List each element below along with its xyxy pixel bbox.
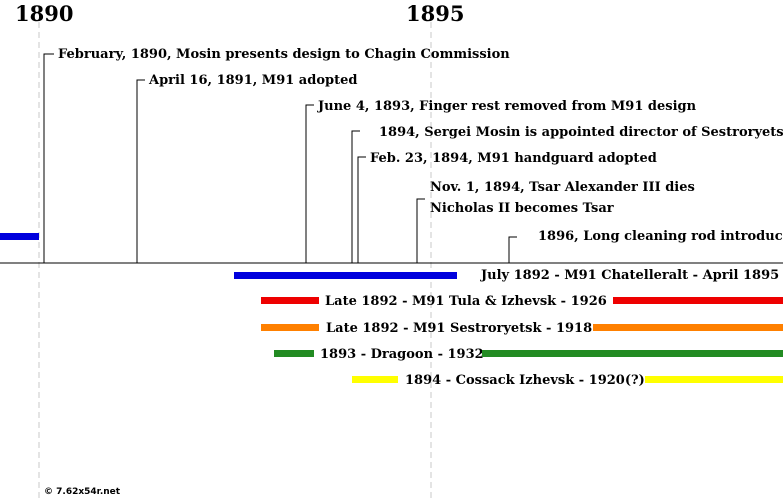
production-bar-cossack-left bbox=[352, 376, 398, 383]
event-leader bbox=[136, 79, 145, 263]
production-bar-chatellerault bbox=[234, 272, 457, 279]
event-leader bbox=[357, 156, 366, 263]
event-label: Nov. 1, 1894, Tsar Alexander III dies bbox=[430, 180, 695, 195]
event-label: February, 1890, Mosin presents design to… bbox=[58, 47, 510, 62]
production-label: 1893 - Dragoon - 1932 bbox=[320, 347, 484, 362]
event-label: 1894, Sergei Mosin is appointed director… bbox=[379, 125, 783, 140]
production-bar-tula-izhevsk-right bbox=[613, 297, 783, 304]
year-label-1895: 1895 bbox=[406, 1, 464, 26]
production-label: Late 1892 - M91 Sestroryetsk - 1918 bbox=[326, 321, 592, 336]
event-leader bbox=[508, 236, 517, 263]
event-label-line2: Nicholas II becomes Tsar bbox=[430, 201, 614, 216]
event-leader bbox=[416, 198, 425, 263]
event-label: 1896, Long cleaning rod introduced bbox=[538, 229, 783, 244]
event-label: Feb. 23, 1894, M91 handguard adopted bbox=[370, 151, 657, 166]
production-label: 1894 - Cossack Izhevsk - 1920(?) bbox=[405, 373, 645, 388]
event-leader bbox=[305, 104, 314, 263]
production-bar-sestroryetsk-right bbox=[593, 324, 783, 331]
production-bar-dragoon-left bbox=[274, 350, 314, 357]
production-bar-sestroryetsk-left bbox=[261, 324, 319, 331]
event-leader bbox=[43, 53, 54, 263]
event-leader bbox=[351, 130, 360, 263]
production-bar-dragoon-right bbox=[482, 350, 783, 357]
production-label: July 1892 - M91 Chatelleralt - April 189… bbox=[480, 268, 779, 283]
production-bar-tula-izhevsk-left bbox=[261, 297, 319, 304]
event-label: April 16, 1891, M91 adopted bbox=[148, 73, 357, 88]
event-label: June 4, 1893, Finger rest removed from M… bbox=[317, 99, 697, 114]
copyright-credit: © 7.62x54r.net bbox=[44, 487, 121, 497]
year-label-1890: 1890 bbox=[15, 1, 73, 26]
production-label: Late 1892 - M91 Tula & Izhevsk - 1926 bbox=[325, 294, 607, 309]
pre-1890-marker bbox=[0, 233, 39, 240]
production-bar-cossack-right bbox=[645, 376, 783, 383]
